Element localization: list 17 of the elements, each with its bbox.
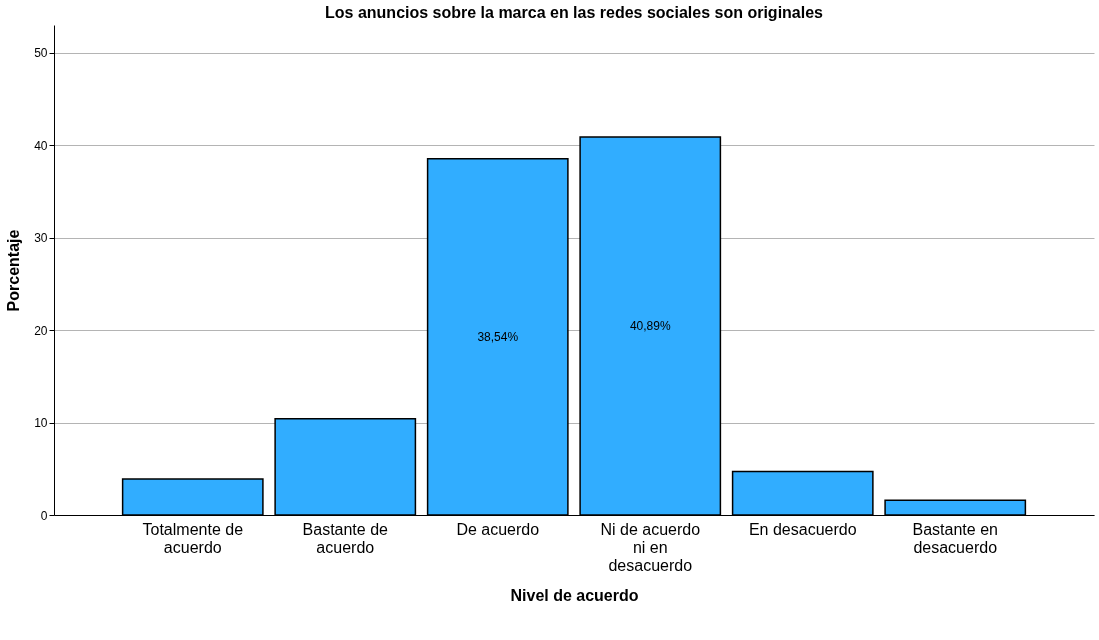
data-label: 40,89% [629, 318, 671, 333]
y-tick-label: 10 [34, 416, 48, 431]
y-tick-label: 30 [34, 231, 48, 246]
y-tick-label: 40 [34, 138, 48, 153]
x-tick-label: Ni de acuerdo ni en desacuerdo [600, 520, 701, 574]
x-axis-title: Nivel de acuerdo [510, 586, 639, 604]
y-tick-label: 20 [34, 323, 48, 338]
y-tick-label: 0 [40, 508, 48, 523]
x-tick-label: Bastante de acuerdo [302, 520, 389, 556]
y-axis-title: Porcentaje [5, 229, 23, 312]
chart-title: Los anuncios sobre la marca en las redes sociales son originales [325, 4, 824, 21]
x-tick-label: Bastante en desacuerdo [912, 520, 998, 556]
x-tick-label: De acuerdo [456, 520, 540, 538]
x-tick-label: Totalmente de acuerdo [142, 520, 244, 556]
y-tick-label: 50 [34, 46, 48, 61]
x-tick-label: En desacuerdo [748, 520, 857, 538]
data-label: 38,54% [477, 329, 519, 344]
